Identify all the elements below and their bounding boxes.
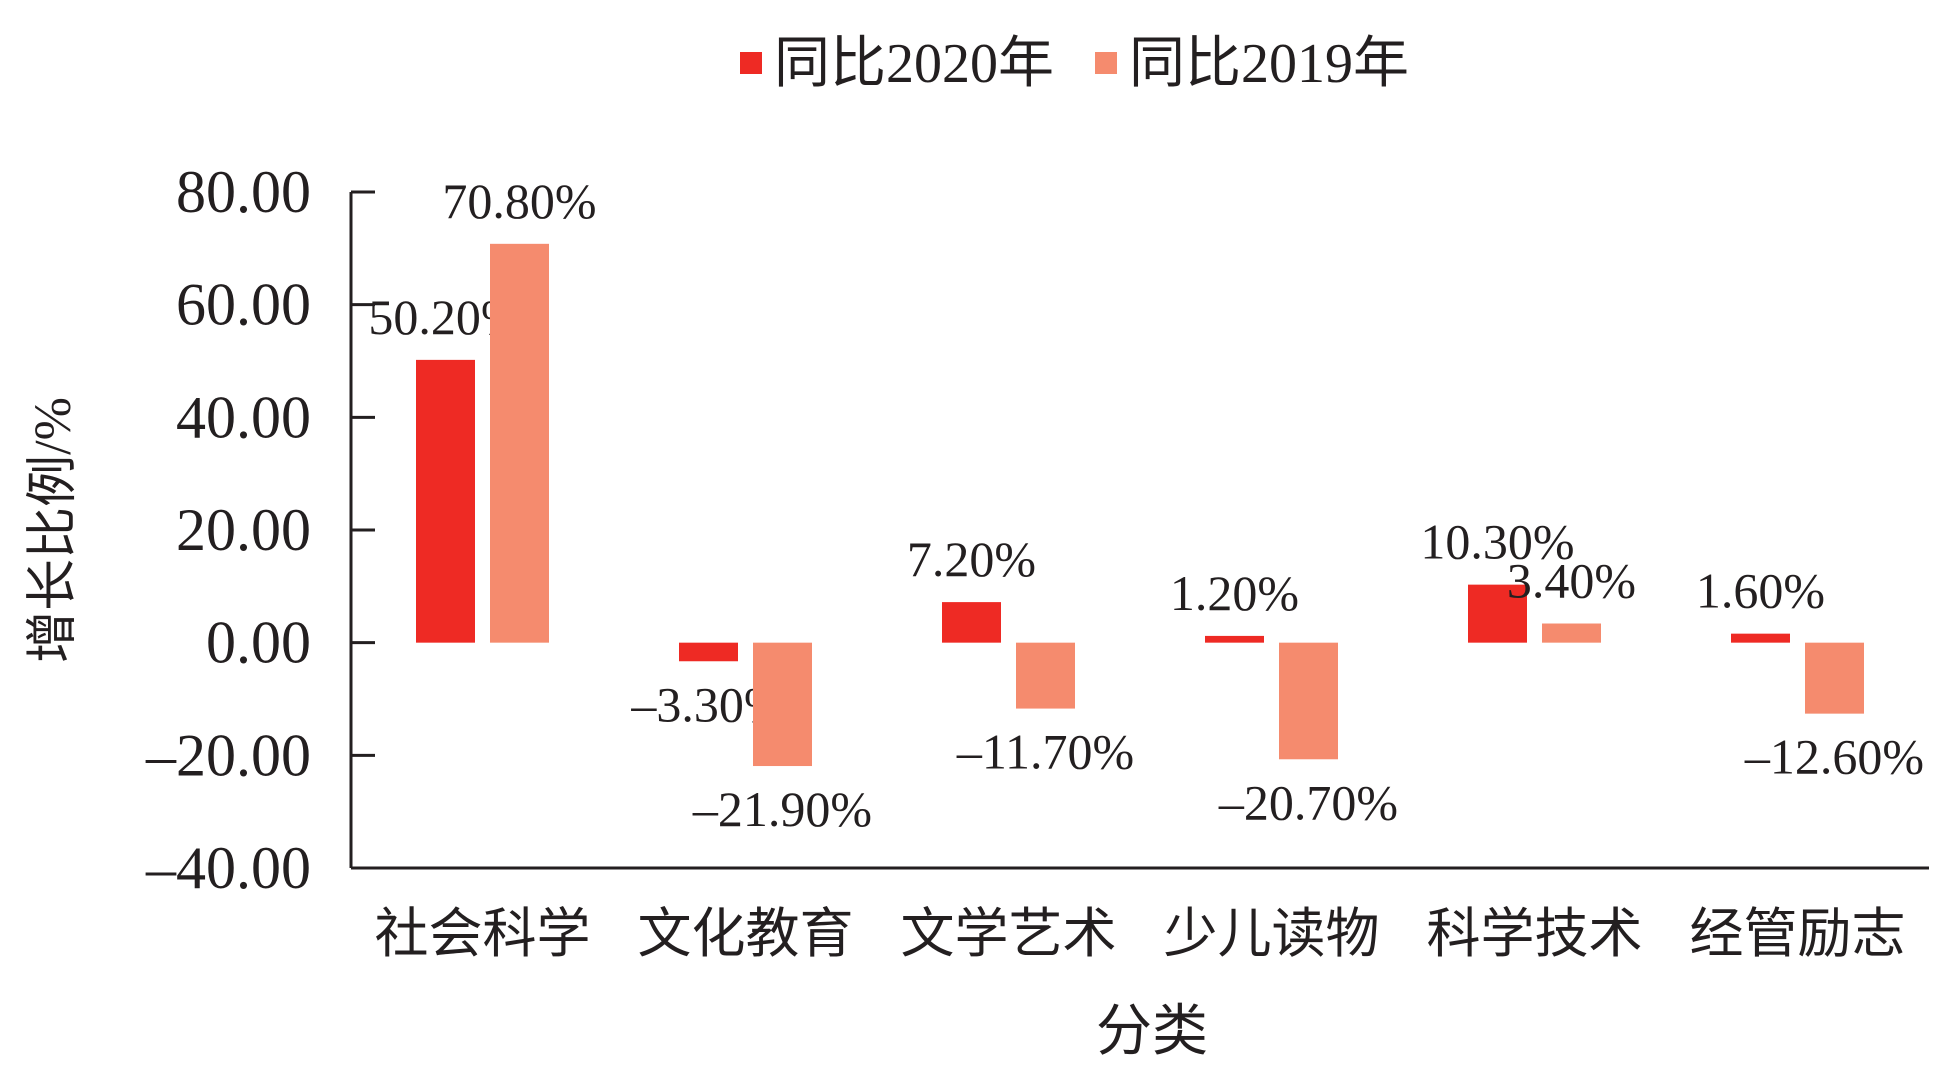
legend-swatch — [1095, 52, 1117, 74]
bars: 50.20%70.80%–3.30%–21.90%7.20%–11.70%1.2… — [368, 173, 1924, 837]
data-label: 10.30% — [1420, 514, 1574, 570]
data-label: 7.20% — [907, 531, 1036, 587]
x-tick-label: 文学艺术 — [901, 904, 1117, 964]
bar-2020 — [679, 642, 738, 662]
legend-label: 同比2020年 — [774, 33, 1054, 95]
data-label: –20.70% — [1218, 774, 1398, 830]
x-tick-label: 文化教育 — [638, 904, 854, 964]
data-label: 70.80% — [442, 173, 596, 229]
bar-2019 — [1279, 642, 1338, 760]
data-label: –12.60% — [1744, 729, 1924, 785]
x-axis: 社会科学 文化教育 文学艺术 少儿读物 科学技术 经管励志 — [351, 866, 1929, 964]
y-tick-label: –20.00 — [145, 722, 311, 788]
x-tick-label: 社会科学 — [375, 904, 591, 964]
data-label: –21.90% — [692, 781, 872, 837]
data-label: 1.60% — [1696, 563, 1825, 619]
x-tick-label: 科学技术 — [1427, 904, 1643, 964]
y-tick-label: –40.00 — [145, 835, 311, 901]
bar-2019 — [1016, 642, 1075, 709]
y-tick-label: 20.00 — [176, 497, 311, 563]
bar-2020 — [1205, 635, 1264, 643]
y-tick-label: 40.00 — [176, 384, 311, 450]
y-tick-label: 80.00 — [176, 159, 311, 225]
y-tick-label: 60.00 — [176, 272, 311, 338]
bar-2020 — [1468, 584, 1527, 643]
y-axis-title: 增长比例/% — [25, 397, 82, 663]
legend: 同比2020年 同比2019年 — [740, 33, 1409, 95]
bar-2019 — [490, 243, 549, 643]
bar-2019 — [1805, 642, 1864, 714]
bar-2020 — [942, 602, 1001, 643]
bar-2019 — [753, 642, 812, 767]
bar-2020 — [416, 359, 475, 643]
x-tick-label: 经管励志 — [1690, 904, 1906, 964]
bar-2019 — [1542, 623, 1601, 643]
data-label: 1.20% — [1170, 565, 1299, 621]
legend-label: 同比2019年 — [1129, 33, 1409, 95]
y-axis: 80.00 60.00 40.00 20.00 0.00 –20.00 –40.00 — [145, 159, 375, 901]
data-label: 3.40% — [1507, 553, 1636, 609]
y-tick-label: 0.00 — [206, 610, 311, 676]
legend-swatch — [740, 52, 762, 74]
x-tick-label: 少儿读物 — [1164, 904, 1380, 964]
bar-2020 — [1731, 633, 1790, 643]
data-label: –11.70% — [956, 724, 1134, 780]
x-axis-title: 分类 — [1096, 1001, 1208, 1063]
